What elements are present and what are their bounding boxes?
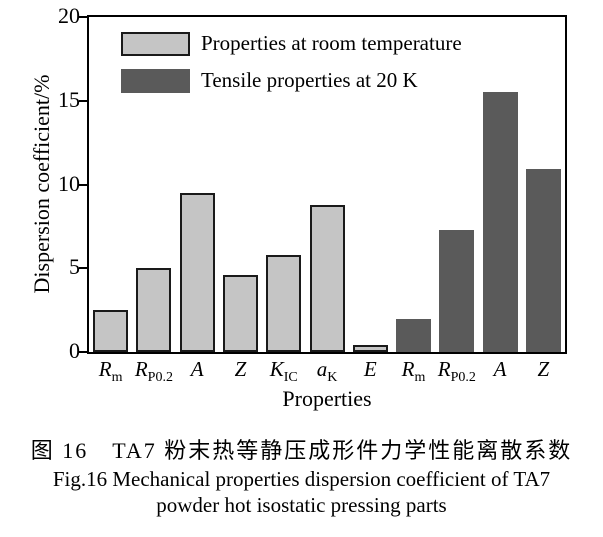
y-tick-mark [79, 183, 89, 186]
y-tick-label: 15 [58, 86, 80, 112]
bar [352, 345, 388, 352]
y-tick-mark [79, 351, 89, 353]
x-tick-label: E [363, 357, 377, 381]
x-tick-labels: Rm RP0.2 A Z KIC aK E Rm RP0.2 A Z [87, 357, 567, 387]
caption-chinese: 图 16 TA7 粉末热等静压成形件力学性能离散系数 [30, 438, 573, 463]
bar [93, 310, 129, 352]
legend-row: Tensile properties at 20 K [121, 68, 462, 93]
x-tick-label: RP0.2 [134, 357, 173, 386]
figure-caption: 图 16 TA7 粉末热等静压成形件力学性能离散系数 Fig.16 Mechan… [0, 436, 603, 518]
x-tick-label: aK [316, 357, 338, 386]
bar [482, 92, 518, 352]
caption-english-line1: Fig.16 Mechanical properties dispersion … [52, 467, 551, 491]
legend-swatch-20k [121, 68, 190, 93]
y-axis-title: Dispersion coefficient/% [29, 74, 54, 294]
y-tick-mark [79, 16, 89, 18]
legend-label: Tensile properties at 20 K [201, 68, 418, 92]
legend-swatch-room-temperature [121, 31, 190, 56]
y-tick-label: 0 [69, 338, 80, 363]
y-tick-label: 20 [58, 3, 80, 28]
bar [179, 192, 215, 352]
x-tick-label: A [493, 357, 507, 381]
plot-area: Properties at room temperature Tensile pr… [58, 3, 567, 363]
bar [136, 268, 172, 352]
bar [525, 169, 561, 352]
x-tick-label: RP0.2 [437, 357, 476, 386]
legend-row: Properties at room temperature [121, 31, 462, 56]
legend-label: Properties at room temperature [201, 31, 462, 55]
x-axis-title: Properties [282, 386, 372, 411]
x-tick-label: Rm [401, 357, 426, 386]
y-tick-mark [79, 99, 89, 102]
bar [396, 318, 432, 352]
y-tick-label: 10 [58, 170, 80, 196]
y-tick-mark [79, 267, 89, 270]
x-tick-label: A [190, 357, 204, 381]
bar [222, 274, 258, 352]
y-tick-label: 5 [69, 254, 80, 280]
bar [309, 204, 345, 352]
x-tick-label: Rm [98, 357, 123, 386]
legend: Properties at room temperature Tensile pr… [121, 31, 462, 105]
bar [439, 229, 475, 352]
caption-english-line2: powder hot isostatic pressing parts [156, 493, 447, 517]
x-tick-label: Z [537, 357, 550, 381]
bar [266, 254, 302, 352]
x-tick-label: KIC [269, 357, 298, 386]
x-tick-label: Z [234, 357, 247, 381]
